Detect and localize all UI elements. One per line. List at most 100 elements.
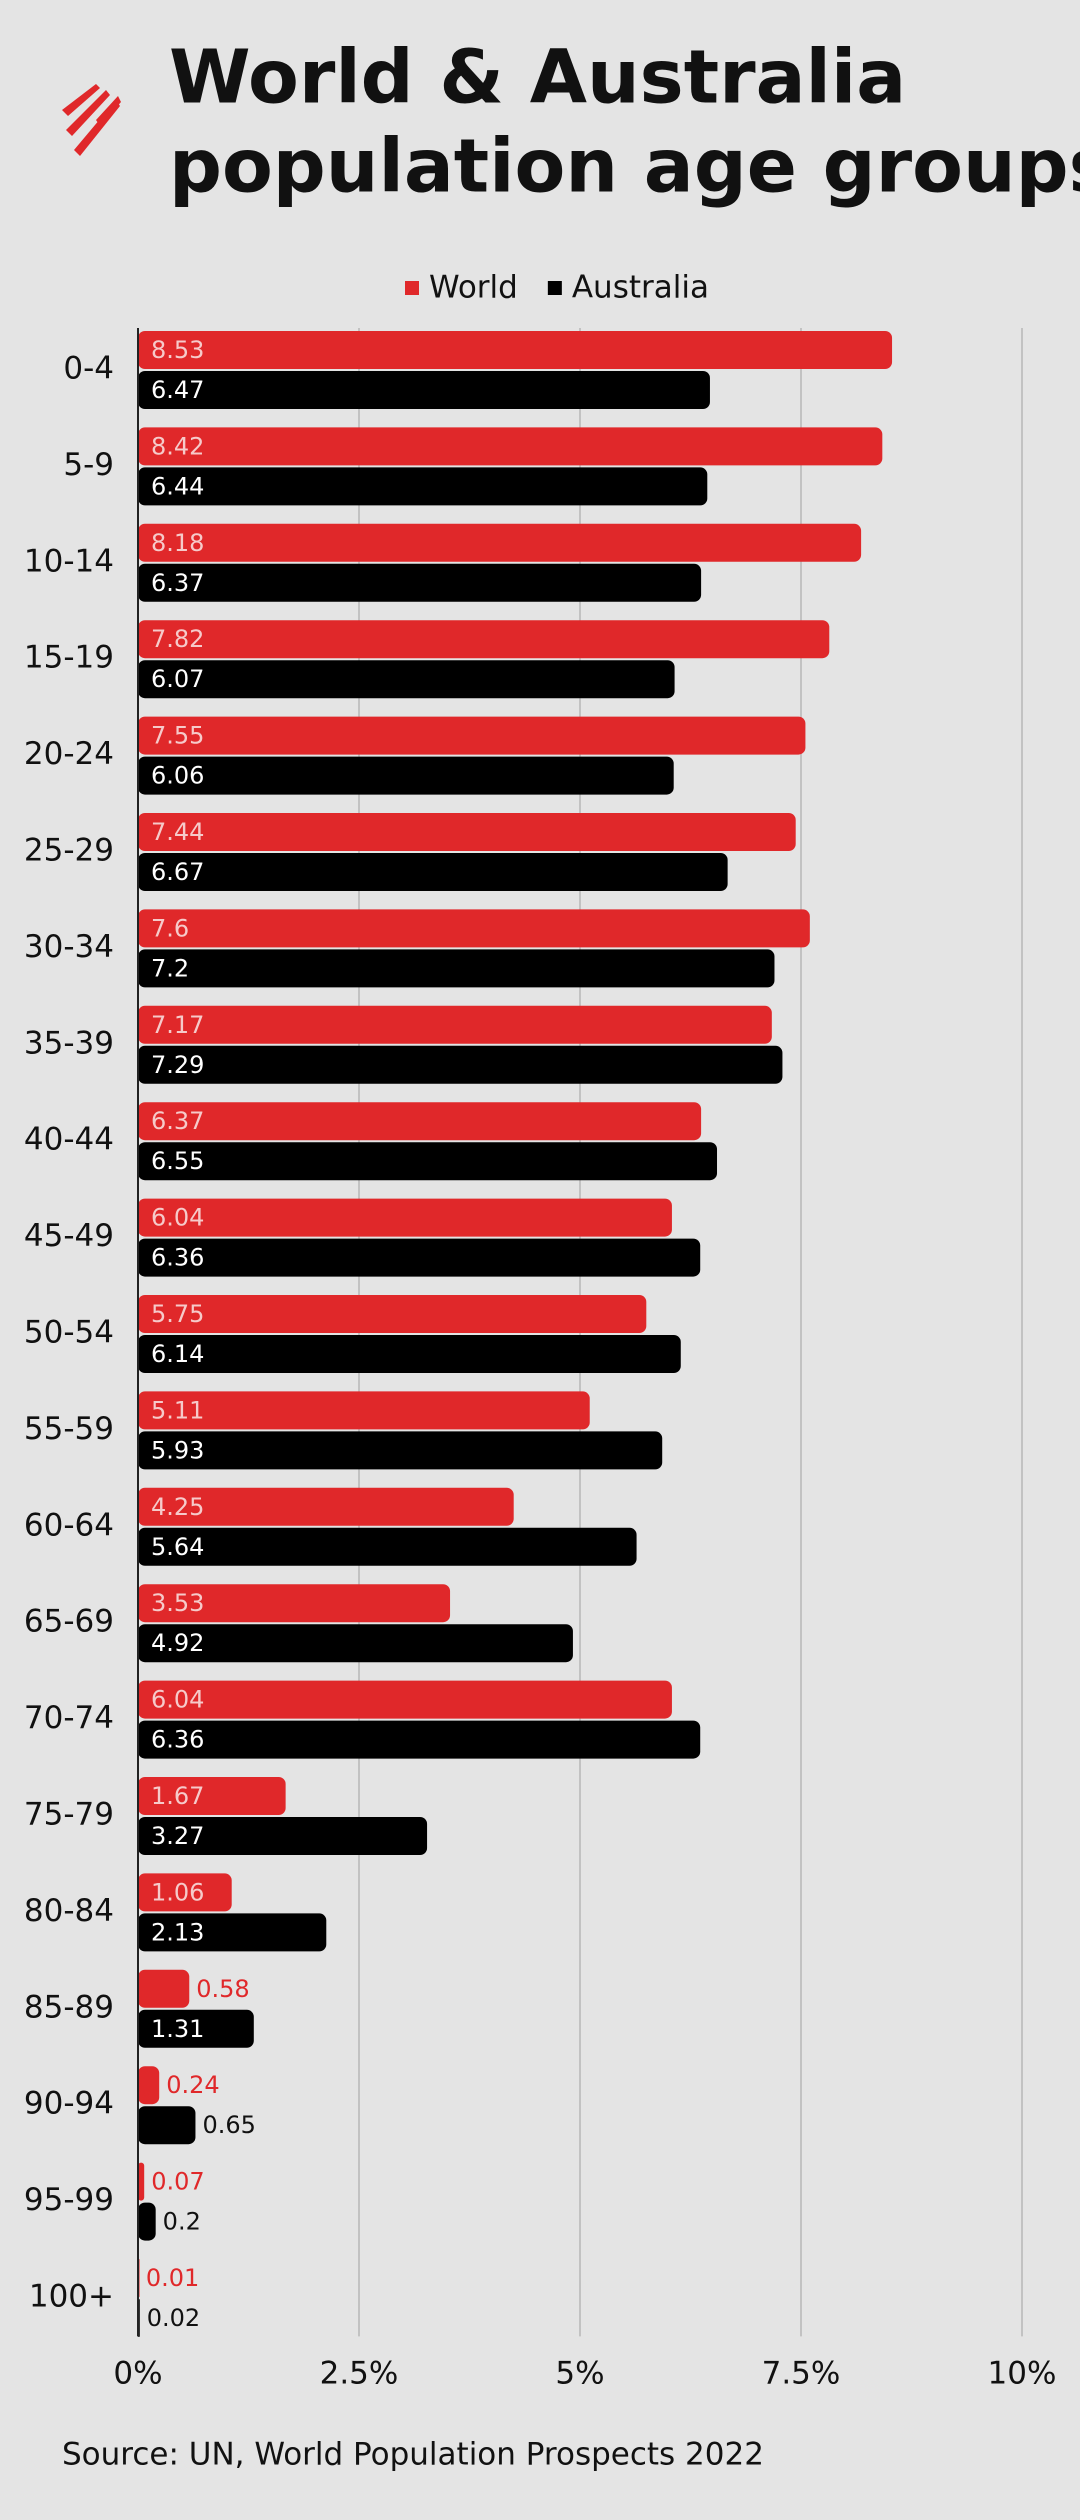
legend-label: Australia xyxy=(572,270,709,306)
value-label: 6.07 xyxy=(151,665,204,693)
bar xyxy=(138,1102,702,1141)
chart-title: population age groups xyxy=(169,124,1080,210)
value-label: 0.58 xyxy=(196,1975,249,2003)
y-tick-label: 10-14 xyxy=(24,543,114,579)
bar xyxy=(138,563,702,602)
bar xyxy=(138,467,708,506)
legend-marker xyxy=(405,281,419,295)
value-label: 7.29 xyxy=(151,1051,204,1079)
y-tick-label: 60-64 xyxy=(24,1507,114,1543)
value-label: 1.67 xyxy=(151,1782,204,1810)
x-tick-label: 10% xyxy=(988,2356,1057,2392)
value-label: 7.82 xyxy=(151,625,204,653)
value-label: 0.65 xyxy=(202,2111,255,2139)
x-tick-label: 5% xyxy=(555,2356,604,2392)
value-label: 5.93 xyxy=(151,1436,204,1464)
bar xyxy=(138,2106,196,2145)
value-label: 6.67 xyxy=(151,858,204,886)
bar xyxy=(138,909,810,948)
value-label: 6.44 xyxy=(151,472,204,500)
y-tick-label: 70-74 xyxy=(24,1700,114,1736)
bar xyxy=(138,756,674,795)
bar xyxy=(138,1487,514,1526)
value-label: 7.17 xyxy=(151,1011,204,1039)
y-tick-label: 95-99 xyxy=(24,2182,114,2218)
value-label: 3.53 xyxy=(151,1589,204,1617)
bar xyxy=(138,1777,286,1815)
bar xyxy=(138,1198,672,1237)
y-tick-label: 45-49 xyxy=(24,1218,114,1254)
y-tick-label: 20-24 xyxy=(24,736,114,772)
bar xyxy=(138,2066,160,2105)
value-label: 4.92 xyxy=(151,1629,204,1657)
y-tick-label: 30-34 xyxy=(24,929,114,965)
bar xyxy=(138,1431,663,1470)
value-label: 4.25 xyxy=(151,1493,204,1521)
legend-label: World xyxy=(429,270,518,306)
bar xyxy=(138,427,883,466)
bar xyxy=(138,813,796,851)
y-tick-label: 85-89 xyxy=(24,1989,114,2025)
bar xyxy=(138,716,806,755)
value-label: 6.36 xyxy=(151,1244,204,1272)
value-label: 6.37 xyxy=(151,569,204,597)
x-tick-label: 2.5% xyxy=(320,2356,399,2392)
value-label: 8.18 xyxy=(151,529,204,557)
value-label: 0.24 xyxy=(166,2071,219,2099)
value-label: 7.2 xyxy=(151,954,189,982)
bar xyxy=(138,1720,701,1759)
source: Source: UN, World Population Prospects 2… xyxy=(62,2437,764,2473)
bar xyxy=(138,1873,232,1912)
bar xyxy=(138,1142,718,1181)
value-label: 0.01 xyxy=(146,2264,199,2292)
y-tick-label: 25-29 xyxy=(24,833,114,869)
logo xyxy=(62,84,121,156)
value-label: 6.04 xyxy=(151,1204,204,1232)
bar xyxy=(138,2009,254,2048)
bar xyxy=(138,1969,190,2008)
bar xyxy=(138,620,830,659)
bar xyxy=(138,1680,672,1719)
y-tick-label: 55-59 xyxy=(24,1411,114,1447)
bar xyxy=(138,1295,647,1333)
value-label: 7.6 xyxy=(151,914,189,942)
value-label: 5.75 xyxy=(151,1300,204,1328)
value-label: 2.13 xyxy=(151,1918,204,1946)
value-label: 6.06 xyxy=(151,762,204,790)
y-tick-label: 65-69 xyxy=(24,1604,114,1640)
x-tick-label: 7.5% xyxy=(762,2356,841,2392)
value-label: 6.55 xyxy=(151,1147,204,1175)
y-tick-label: 50-54 xyxy=(24,1315,114,1351)
bar xyxy=(138,1238,701,1277)
value-label: 1.06 xyxy=(151,1878,204,1906)
y-tick-label: 80-84 xyxy=(24,1893,114,1929)
bar xyxy=(138,2162,145,2201)
bar xyxy=(138,1584,451,1623)
value-label: 8.42 xyxy=(151,432,204,460)
value-label: 3.27 xyxy=(151,1822,204,1850)
y-tick-label: 40-44 xyxy=(24,1122,114,1158)
y-tick-label: 0-4 xyxy=(63,351,114,387)
value-label: 8.53 xyxy=(151,336,204,364)
value-label: 5.11 xyxy=(151,1396,204,1424)
bar xyxy=(138,1045,783,1084)
bar xyxy=(138,1335,681,1373)
value-label: 6.04 xyxy=(151,1686,204,1714)
bar xyxy=(138,1391,590,1430)
bar xyxy=(138,660,675,699)
value-label: 1.31 xyxy=(151,2015,204,2043)
value-label: 6.14 xyxy=(151,1340,204,1368)
bar xyxy=(138,2202,156,2241)
value-label: 0.2 xyxy=(163,2208,201,2236)
value-label: 6.47 xyxy=(151,376,204,404)
value-label: 5.64 xyxy=(151,1533,204,1561)
bar xyxy=(138,1624,573,1663)
y-tick-label: 75-79 xyxy=(24,1797,114,1833)
y-tick-label: 100+ xyxy=(29,2279,114,2315)
bar xyxy=(138,523,862,562)
bar xyxy=(138,1913,327,1952)
value-label: 0.02 xyxy=(147,2304,200,2332)
value-label: 0.07 xyxy=(151,2168,204,2196)
